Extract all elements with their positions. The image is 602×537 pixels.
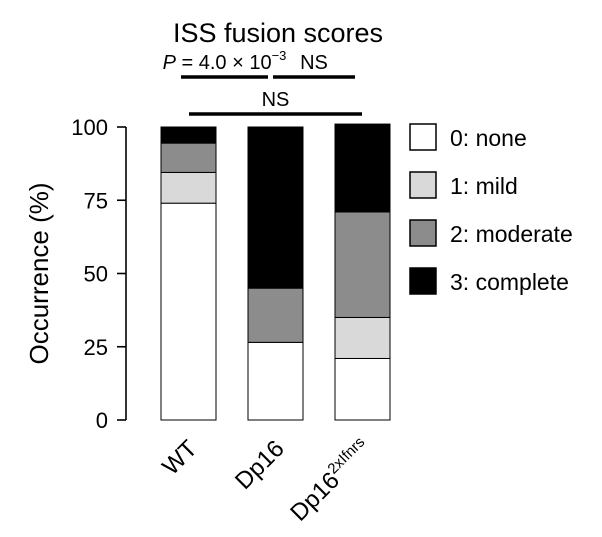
y-tick-label: 50 [84,262,108,287]
x-tick-label: Dp162xIfnrs [284,434,377,527]
significance-text: = 4.0 × 10 [176,52,272,74]
bar-segment [247,341,304,421]
bar-segment [247,287,304,343]
x-tick-label-base: WT [157,435,203,481]
chart-title: ISS fusion scores [173,18,383,48]
significance-label: NS [262,89,290,111]
legend-swatch [409,267,437,295]
x-tick-label: WT [157,435,203,481]
bar-segment [334,211,391,318]
bar-segment [334,123,391,213]
bar-segment [160,126,217,144]
legend-swatch [409,171,437,199]
legend-swatch [409,219,437,247]
significance-text: NS [262,89,290,111]
legend-label: 0: none [450,125,527,151]
legend-swatch [409,123,437,151]
x-tick-label: Dp16 [230,435,290,495]
bar-segment [247,126,304,289]
y-tick-label: 100 [71,115,108,140]
significance-label: P = 4.0 × 10−3 [163,48,287,74]
bar-segment [334,357,391,421]
legend-label: 3: complete [450,269,569,295]
significance-text: NS [300,52,328,74]
legend-label: 2: moderate [450,221,573,247]
y-tick-label: 25 [84,335,108,360]
bar-segment [160,142,217,173]
bar-segment [160,171,217,204]
legend-label: 1: mild [450,173,518,199]
significance-exponent: −3 [272,48,287,63]
significance-p-symbol: P [163,52,177,74]
significance-label: NS [300,52,328,74]
y-tick-label: 75 [84,188,108,213]
bar-segment [160,202,217,421]
y-tick-label: 0 [96,408,108,433]
x-tick-label-superscript: 2xIfnrs [324,434,368,478]
bar-segment [334,316,391,359]
x-tick-label-base: Dp16 [230,435,290,495]
y-axis-label: Occurrence (%) [24,182,54,364]
